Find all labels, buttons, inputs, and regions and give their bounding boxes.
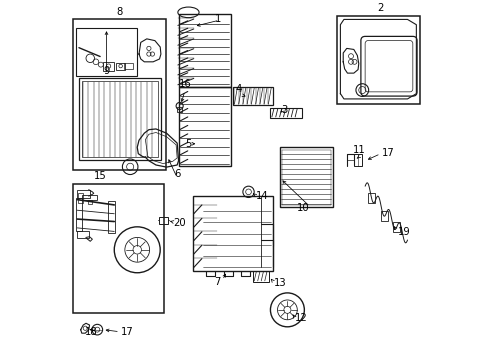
Bar	[393, 222, 400, 231]
Bar	[337, 16, 420, 104]
Bar	[193, 196, 273, 271]
Text: 12: 12	[295, 313, 308, 323]
Text: 19: 19	[397, 227, 411, 237]
Text: 17: 17	[381, 148, 394, 158]
Bar	[82, 81, 158, 157]
Text: 17: 17	[121, 327, 133, 337]
Text: 6: 6	[174, 169, 180, 179]
Text: 10: 10	[296, 203, 309, 213]
Bar	[368, 193, 375, 203]
Bar	[77, 231, 89, 238]
Bar	[103, 62, 114, 71]
Bar	[178, 14, 231, 86]
Bar	[178, 87, 231, 166]
Bar	[88, 199, 93, 204]
Bar	[78, 193, 83, 203]
Text: 16: 16	[178, 80, 191, 89]
Text: 8: 8	[117, 6, 122, 17]
Bar	[76, 28, 137, 76]
Text: 11: 11	[353, 145, 366, 155]
Text: 18: 18	[85, 327, 98, 337]
Bar	[77, 190, 90, 198]
Bar	[76, 198, 82, 231]
Bar	[177, 107, 182, 112]
Text: 20: 20	[173, 217, 186, 228]
Bar	[108, 201, 115, 233]
Bar	[270, 108, 301, 118]
Bar	[124, 63, 133, 69]
Text: 7: 7	[215, 276, 221, 287]
Text: 14: 14	[256, 191, 269, 201]
Bar	[73, 184, 164, 313]
Text: 4: 4	[236, 84, 242, 94]
Text: 2: 2	[377, 3, 383, 13]
Text: 9: 9	[103, 66, 110, 76]
Text: 5: 5	[186, 139, 192, 149]
Bar	[280, 147, 333, 207]
Text: 3: 3	[282, 105, 288, 115]
Text: 13: 13	[274, 278, 287, 288]
Bar	[354, 154, 362, 166]
Bar	[82, 195, 97, 200]
Bar	[381, 211, 388, 221]
Bar	[73, 19, 166, 170]
Bar	[116, 63, 125, 69]
Bar	[253, 271, 269, 282]
Bar	[79, 78, 161, 160]
Bar	[233, 87, 272, 105]
Text: 1: 1	[215, 14, 221, 24]
Bar	[160, 217, 168, 224]
Text: 15: 15	[94, 171, 106, 181]
